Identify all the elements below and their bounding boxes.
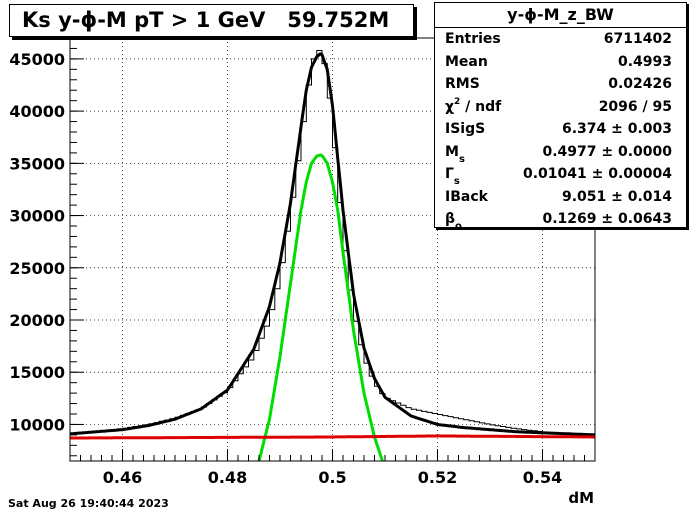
y-tick-label: 15000	[9, 363, 65, 382]
stats-row: Mean 0.4993	[435, 51, 686, 74]
stats-title: y-ϕ-M_z_BW	[435, 3, 686, 28]
fit-signal-curve	[257, 153, 384, 462]
x-tick-label: 0.5	[318, 468, 346, 487]
stats-value: 0.02426	[608, 76, 672, 92]
y-tick-label: 30000	[9, 207, 65, 226]
x-tick-label: 0.52	[418, 468, 457, 487]
fit-background-curve	[70, 434, 595, 440]
stats-row: χ2 / ndf 2096 / 95	[435, 96, 686, 119]
stats-value: 9.051 ± 0.014	[561, 188, 672, 205]
stats-row: Γs 0.01041 ± 0.00004	[435, 163, 686, 187]
stats-value: 6.374 ± 0.003	[561, 121, 672, 137]
stats-rows: Entries 6711402 Mean 0.4993 RMS 0.02426 χ2 / n…	[435, 28, 686, 232]
stats-row: RMS 0.02426	[435, 73, 686, 96]
stats-row: IBack 9.051 ± 0.014	[435, 186, 686, 209]
stats-value: 0.01041 ± 0.00004	[522, 166, 672, 182]
fit-total-curve	[69, 52, 596, 437]
stats-row: ISigS 6.374 ± 0.003	[435, 118, 686, 141]
stats-value: 0.4977 ± 0.0000	[542, 143, 672, 160]
y-tick-label: 20000	[9, 311, 65, 330]
x-tick-label: 0.54	[523, 468, 562, 487]
y-tick-label: 40000	[9, 102, 65, 121]
stats-row: Ms 0.4977 ± 0.0000	[435, 141, 686, 165]
y-tick-label: 35000	[9, 154, 65, 173]
axes: 0.46 0.48 0.5 0.52 0.54 10000 15000 20000 25000 3…	[9, 47, 596, 487]
timestamp: Sat Aug 26 19:40:44 2023	[8, 497, 169, 510]
fit-curves	[69, 52, 596, 462]
stats-label: IBack	[445, 188, 488, 205]
stats-value: 0.4993	[617, 53, 672, 70]
stats-row: Entries 6711402	[435, 28, 686, 51]
stats-label: χ2 / ndf	[445, 96, 502, 115]
stats-row: βo 0.1269 ± 0.0643	[435, 208, 686, 232]
x-axis-label: dM	[568, 489, 594, 507]
y-tick-label: 25000	[9, 259, 65, 278]
stats-value: 2096 / 95	[598, 98, 672, 115]
stats-label: Ms	[445, 143, 465, 165]
chart-title: Ks y-ϕ-M pT > 1 GeV 59.752M	[9, 4, 414, 37]
stats-label: Mean	[445, 53, 488, 70]
stats-label: βo	[445, 211, 462, 232]
stats-box: y-ϕ-M_z_BW Entries 6711402 Mean 0.4993 RMS 0.…	[434, 2, 687, 232]
stats-label: Γs	[445, 166, 460, 187]
stats-label: Entries	[445, 31, 501, 47]
y-tick-label: 45000	[9, 50, 65, 69]
stats-label: ISigS	[445, 121, 486, 137]
y-tick-label: 10000	[9, 415, 65, 434]
x-tick-label: 0.46	[103, 468, 142, 487]
stats-value: 6711402	[603, 31, 672, 47]
stats-value: 0.1269 ± 0.0643	[542, 211, 672, 227]
x-tick-label: 0.48	[208, 468, 247, 487]
stats-label: RMS	[445, 76, 480, 92]
